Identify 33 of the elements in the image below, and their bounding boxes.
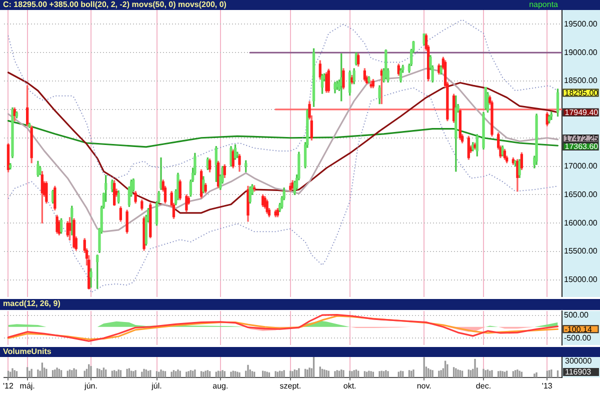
x-tick-label: okt. <box>343 381 356 390</box>
y-tick-label: 500.00 <box>564 310 590 320</box>
data-label: 17949.40 <box>564 108 599 118</box>
x-tick-label: dec. <box>476 381 492 390</box>
x-tick-label: jún. <box>84 381 98 390</box>
y-tick-label: 15000.00 <box>564 275 598 284</box>
x-tick-label: máj. <box>20 381 35 390</box>
y-tick-label: 15500.00 <box>564 246 598 256</box>
y-tick-label: 19000.00 <box>564 48 598 57</box>
text: 116903 <box>565 368 592 377</box>
y-tick-label: 16000.00 <box>564 218 598 228</box>
y-tick-label: 19500.00 <box>564 19 598 28</box>
y-tick-label: 17000.00 <box>564 161 598 170</box>
line-series <box>8 87 558 293</box>
y-tick-label: 16500.00 <box>564 190 598 199</box>
line-series <box>8 19 558 179</box>
text: 300000 <box>565 356 592 366</box>
chart-title: VolumeUnits <box>3 347 52 356</box>
x-tick-label: aug. <box>212 381 228 390</box>
x-tick-label: '12 <box>3 381 14 390</box>
x-tick-label: szept. <box>280 381 302 390</box>
y-tick-label: 18500.00 <box>564 76 598 86</box>
x-tick-label: júl. <box>150 381 162 390</box>
chart-title: C: 18295.00 +385.00 boll(20, 2, -2) movs(50, 0) movs(200, 0) <box>3 0 226 9</box>
annotation: 18295.00 <box>564 88 599 98</box>
data-label: 17472.25 <box>564 134 599 144</box>
data-label: 17363.60 <box>564 142 599 152</box>
x-tick-label: '13 <box>542 381 553 390</box>
chart-title: macd(12, 26, 9) <box>3 299 60 308</box>
y-tick-label: -500.00 <box>564 333 592 342</box>
data-label: -100.14 <box>564 324 592 334</box>
x-tick-label: nov. <box>416 381 432 390</box>
chart-subtitle: naponta <box>529 0 558 9</box>
